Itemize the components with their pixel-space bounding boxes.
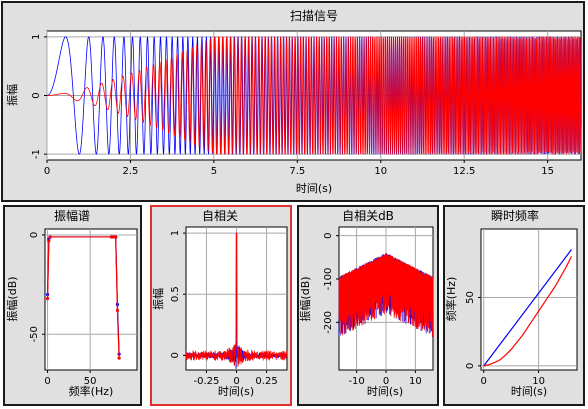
autocorr-db-y-tick-label: -100	[323, 268, 334, 291]
autocorr-series-lines	[185, 232, 288, 369]
autocorr-db-x-axis-label: 时间(s)	[367, 385, 403, 398]
inst-freq-y-axis-label: 频率(Hz)	[445, 277, 458, 322]
spectrum-series-2-point	[114, 235, 118, 239]
sweep-x-tick-label: 0	[44, 166, 50, 177]
autocorr-chart: -0.25 0 0.25 1 0.5 0 自相关 时间(s) 振幅	[152, 209, 288, 398]
autocorr-tick-labels: -0.25 0 0.25 1 0.5 0	[170, 230, 278, 387]
inst-freq-panel[interactable]: 0 10 50 0 瞬时频率 时间(s) 频率(Hz)	[443, 205, 585, 406]
sweep-x-tick-label: 15	[541, 166, 554, 177]
sweep-x-tick-label: 12.5	[453, 166, 475, 177]
sweep-x-tick-label: 10	[374, 166, 387, 177]
spectrum-x-tick-label: 50	[84, 376, 97, 387]
inst-freq-series-lines	[483, 249, 573, 367]
sweep-x-axis-label: 时间(s)	[296, 182, 332, 195]
spectrum-x-axis-label: 频率(Hz)	[69, 384, 114, 398]
spectrum-series-2-point	[45, 296, 50, 301]
sweep-series-2-line	[46, 36, 582, 155]
inst-freq-plot-frame	[480, 228, 578, 371]
inst-freq-title: 瞬时频率	[491, 208, 539, 223]
inst-freq-y-tick-label: 0	[465, 363, 476, 369]
autocorr-x-tick-label: 0.25	[255, 376, 277, 387]
autocorr-db-tick-labels: -10 0 100-100-200	[323, 232, 422, 387]
autocorr-db-x-tick-label: 10	[409, 376, 422, 387]
inst-freq-x-axis-label: 时间(s)	[511, 385, 547, 398]
autocorr-db-x-tick-label: -10	[348, 376, 364, 387]
spectrum-series-2-point	[115, 308, 120, 313]
spectrum-plot-frame	[44, 228, 138, 371]
sweep-y-axis-label: 振幅	[5, 84, 19, 106]
sweep-series-lines	[46, 36, 582, 155]
inst-freq-tick-labels: 0 10 50 0	[465, 291, 545, 387]
inst-freq-chart: 0 10 50 0 瞬时频率 时间(s) 频率(Hz)	[445, 208, 578, 398]
spectrum-series-2-point	[111, 235, 115, 239]
autocorr-db-x-tick-label: 0	[383, 376, 389, 387]
spectrum-panel[interactable]: 0 50 0 -50 振幅谱 频率(Hz) 振幅(dB)	[3, 205, 142, 406]
sweep-y-tick-label: 1	[31, 34, 42, 40]
autocorr-db-y-tick-label: -200	[323, 311, 334, 334]
spectrum-series-lines	[45, 235, 121, 360]
sweep-x-tick-label: 5	[211, 166, 217, 177]
autocorr-x-axis-label: 时间(s)	[218, 385, 254, 398]
sweep-x-tick-label: 7.5	[289, 166, 305, 177]
autocorr-db-title: 自相关dB	[342, 209, 394, 223]
autocorr-title: 自相关	[202, 209, 238, 223]
autocorr-db-series-2-line	[338, 253, 434, 337]
autocorr-db-panel[interactable]: -10 0 10 0 -100 -200 自相关dB 时间(s) 振幅(dB)	[297, 205, 439, 406]
autocorr-panel[interactable]: -0.25 0 0.25 1 0.5 0 自相关 时间(s) 振幅	[150, 205, 292, 406]
autocorr-db-y-axis-label: 振幅(dB)	[299, 276, 312, 321]
spectrum-tick-labels: 0 50 0 -50	[29, 232, 97, 387]
autocorr-y-tick-label: 0	[170, 352, 181, 358]
autocorr-db-series-lines	[338, 253, 434, 337]
sweep-title: 扫描信号	[290, 9, 338, 23]
spectrum-series-2-point	[47, 239, 51, 243]
inst-freq-x-tick-label: 0	[481, 376, 487, 387]
inst-freq-y-tick-label: 50	[465, 291, 476, 304]
spectrum-chart: 0 50 0 -50 振幅谱 频率(Hz) 振幅(dB)	[5, 208, 138, 398]
autocorr-x-tick-label: -0.25	[194, 376, 220, 387]
autocorr-y-tick-label: 0.5	[170, 286, 181, 302]
autocorr-y-axis-label: 振幅	[152, 288, 165, 310]
sweep-x-tick-label: 2.5	[122, 166, 138, 177]
inst-freq-x-tick-label: 10	[532, 376, 545, 387]
autocorr-db-chart: -10 0 100-100-200 自相关dB 时间(s) 振幅(dB)	[299, 209, 434, 398]
spectrum-title: 振幅谱	[54, 208, 90, 223]
autocorr-y-tick-label: 1	[170, 230, 181, 236]
autocorr-x-tick-label: 0	[233, 376, 239, 387]
sweep-y-tick-label: 0	[31, 92, 42, 98]
autocorr-db-y-tick-label: 0	[323, 232, 334, 238]
spectrum-y-tick-label: 0	[29, 232, 40, 238]
inst-freq-series-1-line	[483, 249, 572, 367]
sweep-y-tick-label: -1	[31, 149, 42, 159]
inst-freq-gridlines	[481, 229, 577, 370]
inst-freq-series-2-line	[483, 256, 573, 367]
spectrum-series-2-point	[48, 235, 52, 239]
autocorr-series-2-line	[185, 232, 288, 367]
spectrum-x-tick-label: 0	[44, 376, 50, 387]
spectrum-y-tick-label: -50	[29, 326, 40, 342]
spectrum-y-axis-label: 振幅(dB)	[5, 276, 19, 321]
sweep-signal-panel[interactable]: 0 2.5 5 7.5 10 12.5 15 1 0 -1 扫描信号 时间(s) 振幅	[1, 1, 585, 202]
spectrum-series-2-point	[117, 356, 121, 360]
